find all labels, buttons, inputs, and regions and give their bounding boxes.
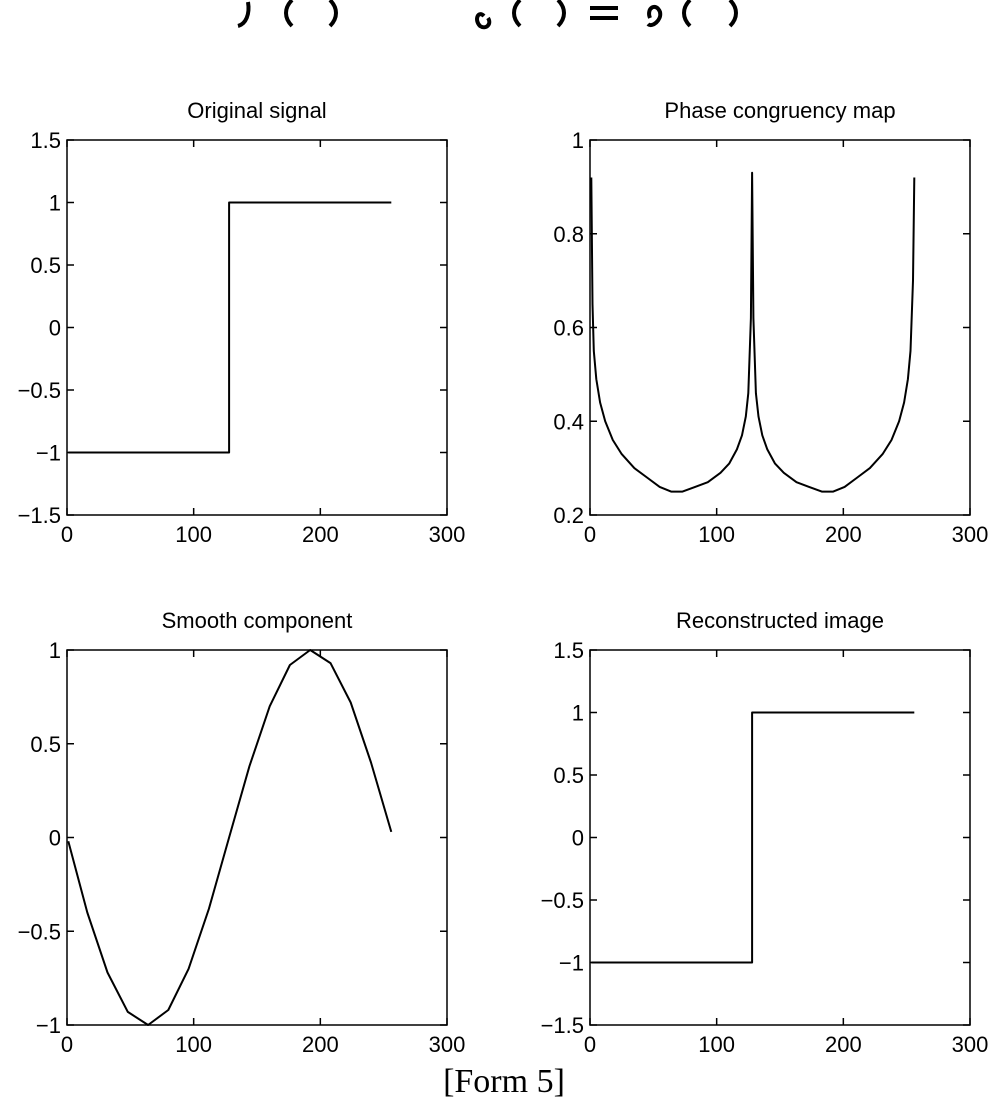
smooth-component-plot: Smooth component 0 100 200 300 −1 −0.5 0 0.5 1	[18, 608, 466, 1057]
original-signal-axes-box	[66, 139, 448, 516]
smooth-component-xtick-label: 0	[61, 1032, 73, 1057]
reconstructed-image-series-line	[591, 711, 915, 964]
reconstructed-image-title: Reconstructed image	[676, 608, 884, 633]
reconstructed-image-plot: Reconstructed image 0 100 200 300 −1.5 −1 −0.5 0…	[541, 608, 989, 1057]
original-signal-ytick-label: 1	[49, 191, 61, 216]
reconstructed-image-xtick-label: 300	[952, 1032, 989, 1057]
reconstructed-image-ytick-label: 0	[572, 826, 584, 851]
reconstructed-image-ytick-label: −1	[559, 951, 584, 976]
original-signal-title: Original signal	[187, 98, 326, 123]
original-signal-xtick-label: 200	[302, 522, 339, 547]
reconstructed-image-ytick-label: 1.5	[553, 638, 584, 663]
formula-fragment	[0, 0, 1008, 40]
smooth-component-title: Smooth component	[162, 608, 353, 633]
phase-congruency-map-axes-box	[589, 139, 971, 516]
smooth-component-xtick-label: 100	[175, 1032, 212, 1057]
smooth-component-ytick-label: −1	[36, 1013, 61, 1038]
phase-congruency-map-xtick-label: 100	[698, 522, 735, 547]
original-signal-plot: Original signal 0 100 200 300 −1.5 −1 −0.5 0 0.5 1…	[18, 98, 466, 547]
original-signal-ytick-label: −0.5	[18, 378, 61, 403]
reconstructed-image-xtick-label: 0	[584, 1032, 596, 1057]
reconstructed-image-ytick-label: 0.5	[553, 763, 584, 788]
reconstructed-image-xtick-label: 100	[698, 1032, 735, 1057]
original-signal-ytick-label: 0.5	[30, 253, 61, 278]
smooth-component-xtick-label: 200	[302, 1032, 339, 1057]
phase-congruency-map-ytick-label: 0.8	[553, 222, 584, 247]
phase-congruency-map-ytick-label: 0.2	[553, 503, 584, 528]
reconstructed-image-ytick-label: −1.5	[541, 1013, 584, 1038]
reconstructed-image-xtick-label: 200	[825, 1032, 862, 1057]
phase-congruency-map-title: Phase congruency map	[664, 98, 895, 123]
smooth-component-ytick-label: 1	[49, 638, 61, 663]
smooth-component-ytick-label: −0.5	[18, 919, 61, 944]
formula-fragment-glyphs	[237, 0, 738, 30]
phase-congruency-map-ytick-label: 0.6	[553, 316, 584, 341]
original-signal-xtick-label: 300	[429, 522, 466, 547]
smooth-component-series-line	[67, 649, 393, 1026]
phase-congruency-map-plot: Phase congruency map 0 100 200 300 0.2 0.4 0.6 0…	[553, 98, 988, 547]
phase-congruency-map-xtick-label: 200	[825, 522, 862, 547]
original-signal-xtick-label: 100	[175, 522, 212, 547]
reconstructed-image-axes-box	[589, 649, 971, 1026]
figure-caption: [Form 5]	[443, 1063, 565, 1100]
original-signal-ytick-label: 1.5	[30, 128, 61, 153]
phase-congruency-map-xtick-label: 300	[952, 522, 989, 547]
smooth-component-axes-box	[66, 649, 448, 1026]
original-signal-xtick-label: 0	[61, 522, 73, 547]
smooth-component-ytick-label: 0.5	[30, 732, 61, 757]
phase-congruency-map-xtick-label: 0	[584, 522, 596, 547]
original-signal-ytick-label: −1.5	[18, 503, 61, 528]
phase-congruency-map-ytick-label: 1	[572, 128, 584, 153]
smooth-component-xtick-label: 300	[429, 1032, 466, 1057]
phase-congruency-map-series-line	[590, 171, 916, 493]
phase-congruency-map-ytick-label: 0.4	[553, 409, 584, 434]
reconstructed-image-ytick-label: −0.5	[541, 888, 584, 913]
original-signal-ytick-label: 0	[49, 316, 61, 341]
original-signal-series-line	[68, 201, 392, 454]
reconstructed-image-ytick-label: 1	[572, 701, 584, 726]
original-signal-ytick-label: −1	[36, 441, 61, 466]
smooth-component-ytick-label: 0	[49, 826, 61, 851]
